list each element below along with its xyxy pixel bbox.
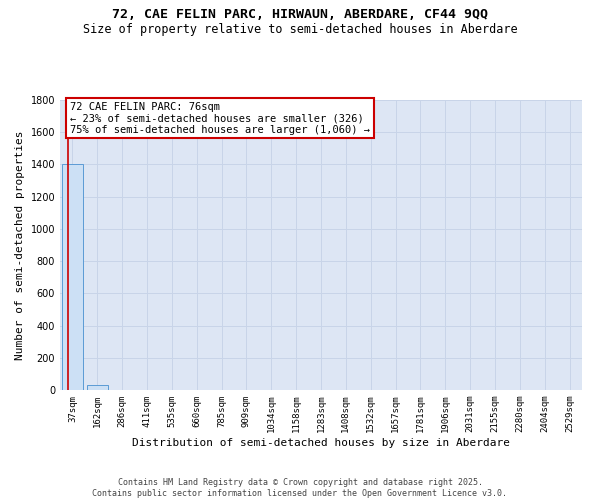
Text: 72, CAE FELIN PARC, HIRWAUN, ABERDARE, CF44 9QQ: 72, CAE FELIN PARC, HIRWAUN, ABERDARE, C… [112, 8, 488, 20]
Text: Contains HM Land Registry data © Crown copyright and database right 2025.
Contai: Contains HM Land Registry data © Crown c… [92, 478, 508, 498]
Text: Size of property relative to semi-detached houses in Aberdare: Size of property relative to semi-detach… [83, 22, 517, 36]
Y-axis label: Number of semi-detached properties: Number of semi-detached properties [15, 130, 25, 360]
Text: 72 CAE FELIN PARC: 76sqm
← 23% of semi-detached houses are smaller (326)
75% of : 72 CAE FELIN PARC: 76sqm ← 23% of semi-d… [70, 102, 370, 135]
X-axis label: Distribution of semi-detached houses by size in Aberdare: Distribution of semi-detached houses by … [132, 438, 510, 448]
Bar [62, 164, 83, 390]
Bar [87, 385, 108, 390]
